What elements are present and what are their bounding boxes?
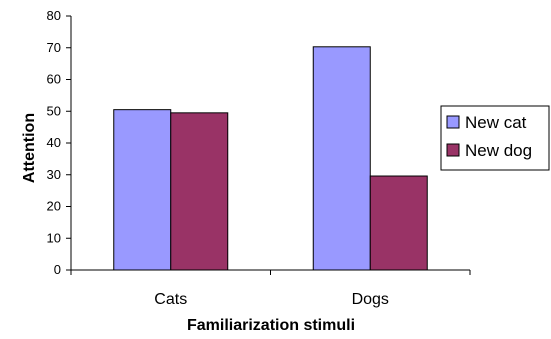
y-tick-label: 40 — [47, 135, 61, 150]
bars-group — [113, 46, 428, 271]
y-tick-label: 30 — [47, 167, 61, 182]
legend-label: New dog — [465, 141, 532, 160]
y-tick-label: 80 — [47, 8, 61, 23]
y-tick-label: 0 — [54, 262, 61, 277]
bar-cats-new-dog — [170, 112, 229, 271]
x-category-label: Dogs — [352, 291, 389, 308]
x-axis-title: Familiarization stimuli — [187, 317, 355, 334]
x-categories-group: Cats Dogs — [70, 270, 471, 308]
y-axis-title: Attention — [21, 113, 38, 183]
y-tick-label: 60 — [47, 72, 61, 87]
bar-dogs-new-dog — [369, 175, 428, 271]
legend-label: New cat — [465, 113, 527, 132]
legend-box — [440, 105, 550, 171]
y-tick-label: 70 — [47, 40, 61, 55]
y-tick-label: 10 — [47, 230, 61, 245]
bar-cats-new-cat — [113, 109, 172, 271]
legend-swatch — [446, 143, 460, 157]
bar-dogs-new-cat — [312, 46, 371, 271]
y-tick-label: 20 — [47, 199, 61, 214]
legend: New cat New dog — [440, 105, 550, 171]
y-tick-label: 50 — [47, 103, 61, 118]
y-ticks-group: 0 10 20 30 40 50 60 70 80 — [47, 8, 71, 277]
legend-swatch — [446, 115, 460, 129]
x-category-label: Cats — [154, 291, 187, 308]
